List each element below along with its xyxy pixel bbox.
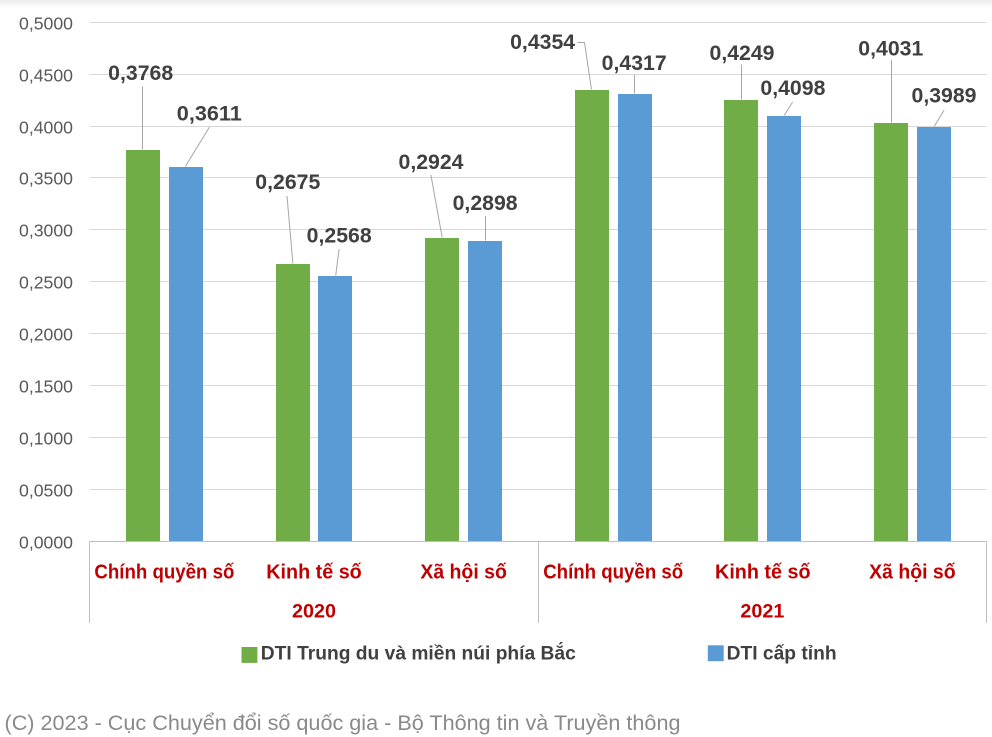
svg-text:0,5000: 0,5000 — [19, 13, 73, 33]
svg-text:0,4098: 0,4098 — [760, 77, 825, 100]
svg-text:DTI cấp tỉnh: DTI cấp tỉnh — [727, 644, 837, 665]
svg-text:0,4031: 0,4031 — [858, 38, 923, 61]
svg-text:0,2568: 0,2568 — [307, 225, 372, 248]
svg-text:0,4354: 0,4354 — [510, 31, 575, 54]
svg-text:Chính quyền số: Chính quyền số — [94, 561, 234, 583]
svg-text:2021: 2021 — [740, 600, 784, 622]
svg-text:0,3768: 0,3768 — [108, 62, 173, 85]
svg-text:0,0000: 0,0000 — [19, 532, 73, 552]
svg-text:(C) 2023 - Cục Chuyển đổi số q: (C) 2023 - Cục Chuyển đổi số quốc gia - … — [5, 711, 681, 735]
svg-text:2020: 2020 — [292, 600, 336, 622]
svg-text:Kinh tế số: Kinh tế số — [266, 561, 362, 583]
svg-text:0,4317: 0,4317 — [602, 52, 667, 75]
svg-text:0,3611: 0,3611 — [177, 103, 242, 126]
svg-text:0,2898: 0,2898 — [453, 192, 518, 215]
svg-text:Xã hội số: Xã hội số — [869, 561, 956, 583]
svg-text:0,4500: 0,4500 — [19, 65, 73, 85]
svg-text:0,4000: 0,4000 — [19, 117, 73, 137]
svg-text:DTI Trung du và miền núi phía: DTI Trung du và miền núi phía Bắc — [261, 641, 576, 665]
svg-text:0,2675: 0,2675 — [255, 171, 320, 194]
svg-text:0,3500: 0,3500 — [19, 168, 73, 188]
svg-text:0,1500: 0,1500 — [19, 376, 73, 396]
svg-text:0,4249: 0,4249 — [710, 42, 775, 65]
svg-text:0,2000: 0,2000 — [19, 324, 73, 344]
svg-text:0,3989: 0,3989 — [912, 84, 977, 107]
svg-text:0,2924: 0,2924 — [399, 151, 464, 174]
svg-text:0,3000: 0,3000 — [19, 220, 73, 240]
svg-text:0,0500: 0,0500 — [19, 480, 73, 500]
svg-text:Chính quyền số: Chính quyền số — [543, 561, 683, 583]
svg-text:Xã hội số: Xã hội số — [420, 561, 507, 583]
svg-text:Kinh tế số: Kinh tế số — [715, 561, 811, 583]
svg-text:0,2500: 0,2500 — [19, 272, 73, 292]
svg-text:0,1000: 0,1000 — [19, 428, 73, 448]
